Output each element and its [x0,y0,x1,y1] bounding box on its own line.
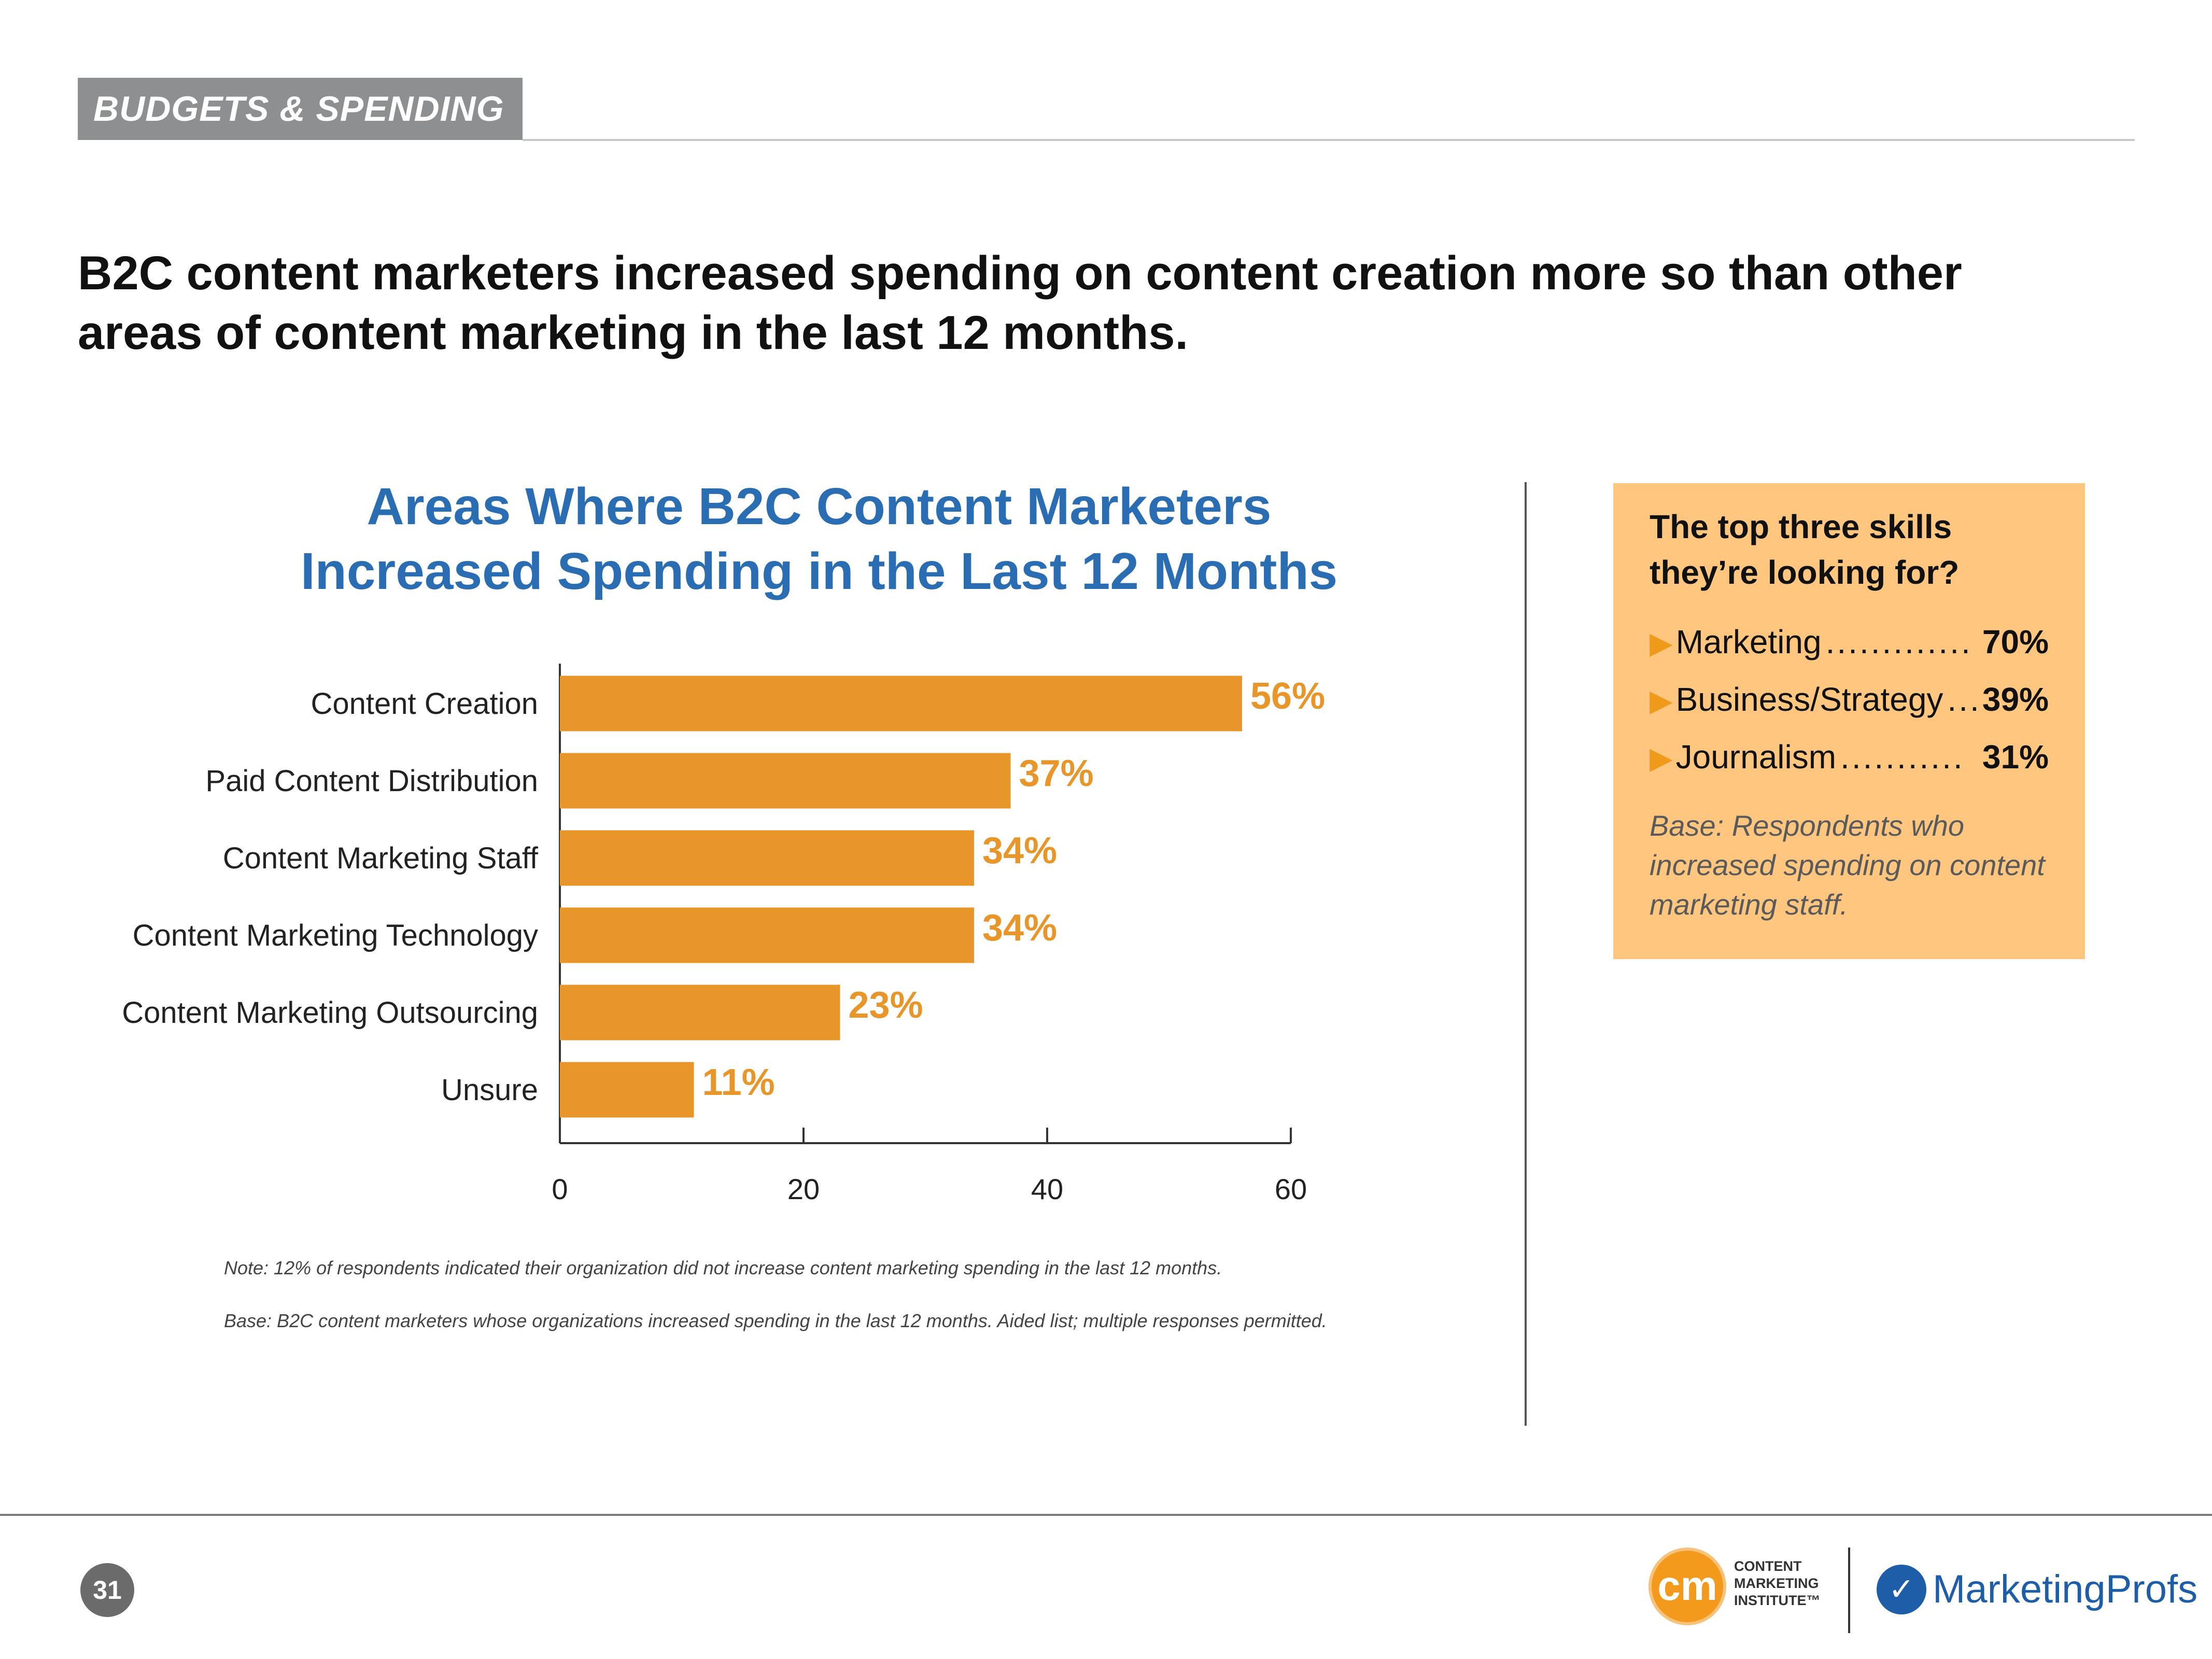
cmi-logo-text: CONTENT MARKETING INSTITUTE™ [1734,1558,1821,1608]
chart-base: Base: B2C content marketers whose organi… [224,1310,1327,1331]
triangle-right-icon: ▶ [1650,741,1673,775]
skill-leader-dots: .... [1947,681,1978,718]
header-rule [523,139,2135,141]
marketingprofs-logo-icon: ✓ [1877,1565,1926,1614]
chart-title-line-1: Areas Where B2C Content Marketers [367,477,1272,536]
x-tick-label: 40 [1031,1173,1063,1205]
skills-callout: The top three skills they’re looking for… [1613,483,2085,959]
bar [560,1062,694,1118]
callout-title-line-2: they’re looking for? [1650,554,1960,591]
bar-chart: 0 20 40 60 Content Creation 56% Paid Content D… [122,664,1325,1205]
logo-divider [1848,1548,1850,1633]
marketingprofs-logo: ✓ MarketingProfs [1877,1560,2197,1623]
skill-leader-dots: ............. [1825,623,1973,660]
callout-title-line-1: The top three skills [1650,508,1952,545]
skills-list: ▶ Marketing ............. 70% ▶ Business… [1650,614,2049,786]
cmi-logo: cm CONTENT MARKETING INSTITUTE™ [1649,1542,1835,1636]
triangle-right-icon: ▶ [1650,626,1673,660]
data-label: 11% [702,1062,775,1103]
bar [560,676,1242,732]
skill-label: Business/Strategy [1675,681,1943,718]
chart-title: Areas Where B2C Content Marketers Increa… [197,474,1441,604]
bar [560,830,974,886]
section-tag: BUDGETS & SPENDING [78,78,523,140]
skill-leader-dots: ........... [1840,738,1965,776]
callout-title: The top three skills they’re looking for… [1650,504,2049,595]
page-number: 31 [80,1563,134,1617]
data-label: 37% [1019,753,1094,794]
x-tick-label: 20 [787,1173,820,1205]
footer-rule [0,1514,2212,1516]
list-item: ▶ Business/Strategy .... 39% [1650,671,2049,729]
data-label: 34% [982,907,1057,949]
skill-percent: 31% [1982,738,2049,776]
category-label: Content Marketing Outsourcing [122,996,538,1030]
category-label: Content Creation [311,687,538,721]
category-label: Paid Content Distribution [205,764,538,798]
chart-title-line-2: Increased Spending in the Last 12 Months [300,542,1338,600]
vertical-divider [1525,482,1527,1426]
skill-percent: 70% [1982,623,2049,660]
bar [560,985,840,1041]
data-label: 34% [982,830,1057,871]
skill-percent: 39% [1982,681,2049,718]
skill-label: Journalism [1675,738,1837,776]
category-label: Content Marketing Technology [133,919,538,952]
cmi-logo-icon: cm [1649,1548,1726,1625]
bar [560,907,974,963]
chart-note: Note: 12% of respondents indicated their… [224,1257,1222,1278]
list-item: ▶ Marketing ............. 70% [1650,614,2049,671]
data-label: 23% [849,985,923,1026]
callout-base-note: Base: Respondents who increased spending… [1650,809,2045,921]
category-label: Content Marketing Staff [223,841,539,875]
category-label: Unsure [441,1073,538,1107]
triangle-right-icon: ▶ [1650,684,1673,718]
x-tick-label: 0 [552,1173,568,1205]
data-label: 56% [1250,676,1325,717]
page-headline: B2C content marketers increased spending… [78,247,1962,359]
x-tick-label: 60 [1275,1173,1307,1205]
skill-label: Marketing [1675,623,1822,660]
list-item: ▶ Journalism ........... 31% [1650,729,2049,786]
bar [560,753,1011,809]
marketingprofs-logo-text: MarketingProfs [1933,1567,2198,1611]
